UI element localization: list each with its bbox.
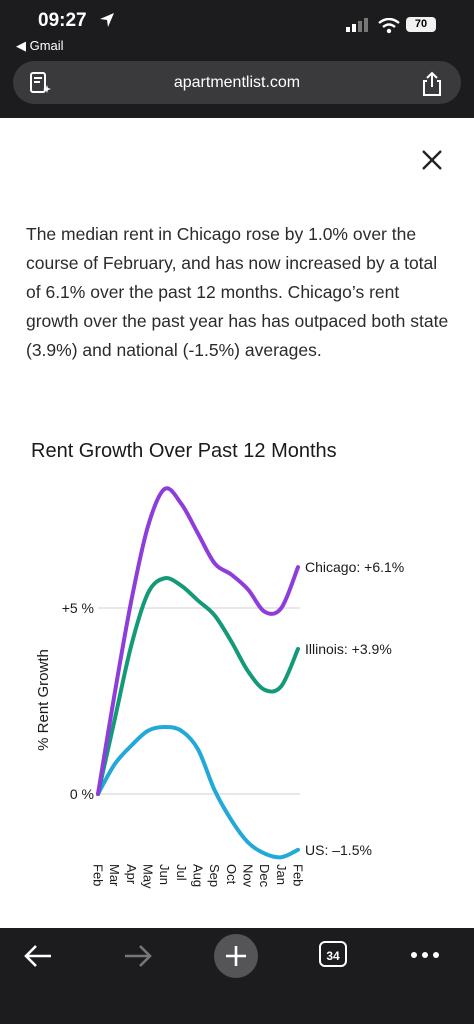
wifi-icon bbox=[378, 18, 400, 34]
x-tick-label: Jun bbox=[157, 864, 172, 885]
back-to-app-link[interactable]: ◀ Gmail bbox=[16, 38, 64, 53]
battery-indicator: 70 bbox=[406, 17, 436, 32]
rent-growth-chart: +5 % 0 % US: –1.5% Illinois: +3.9% Chicago:… bbox=[35, 486, 404, 889]
more-options-icon[interactable] bbox=[410, 950, 440, 960]
share-icon[interactable] bbox=[420, 71, 444, 97]
article-paragraph: The median rent in Chicago rose by 1.0% … bbox=[26, 224, 449, 360]
plus-icon bbox=[226, 946, 246, 966]
chart-title: Rent Growth Over Past 12 Months bbox=[31, 440, 337, 462]
forward-arrow-icon[interactable] bbox=[122, 942, 154, 970]
series-label-illinois: Illinois: +3.9% bbox=[305, 641, 392, 657]
series-label-chicago: Chicago: +6.1% bbox=[305, 559, 404, 575]
y-tick-label: +5 % bbox=[62, 600, 94, 616]
x-tick-label: Dec bbox=[257, 864, 272, 888]
y-axis-label: % Rent Growth bbox=[35, 649, 52, 751]
x-tick-label: Sep bbox=[207, 864, 222, 887]
series-line-chicago bbox=[96, 486, 300, 796]
x-tick-label: Jul bbox=[174, 864, 189, 881]
address-bar[interactable] bbox=[13, 61, 461, 104]
x-tick-label: Mar bbox=[107, 864, 122, 887]
x-tick-label: Aug bbox=[191, 864, 206, 887]
series-line-us bbox=[96, 725, 300, 860]
close-icon[interactable] bbox=[418, 146, 446, 174]
reader-mode-icon[interactable] bbox=[28, 71, 52, 95]
location-arrow-icon bbox=[100, 13, 114, 27]
back-arrow-icon[interactable] bbox=[22, 942, 54, 970]
url-text[interactable]: apartmentlist.com bbox=[173, 74, 301, 91]
x-tick-label: Feb bbox=[291, 864, 306, 886]
series-label-us: US: –1.5% bbox=[305, 842, 372, 858]
x-tick-label: Jan bbox=[274, 864, 289, 885]
x-tick-label: May bbox=[141, 864, 156, 889]
y-tick-label: 0 % bbox=[70, 786, 94, 802]
x-tick-label: Apr bbox=[124, 864, 139, 885]
tab-switcher-button[interactable]: 34 bbox=[319, 941, 347, 967]
status-time: 09:27 bbox=[38, 10, 87, 31]
x-tick-label: Oct bbox=[224, 864, 239, 885]
x-tick-label: Feb bbox=[91, 864, 106, 886]
series-line-illinois bbox=[96, 576, 300, 796]
signal-icon bbox=[346, 18, 368, 32]
x-tick-label: Nov bbox=[241, 864, 256, 888]
